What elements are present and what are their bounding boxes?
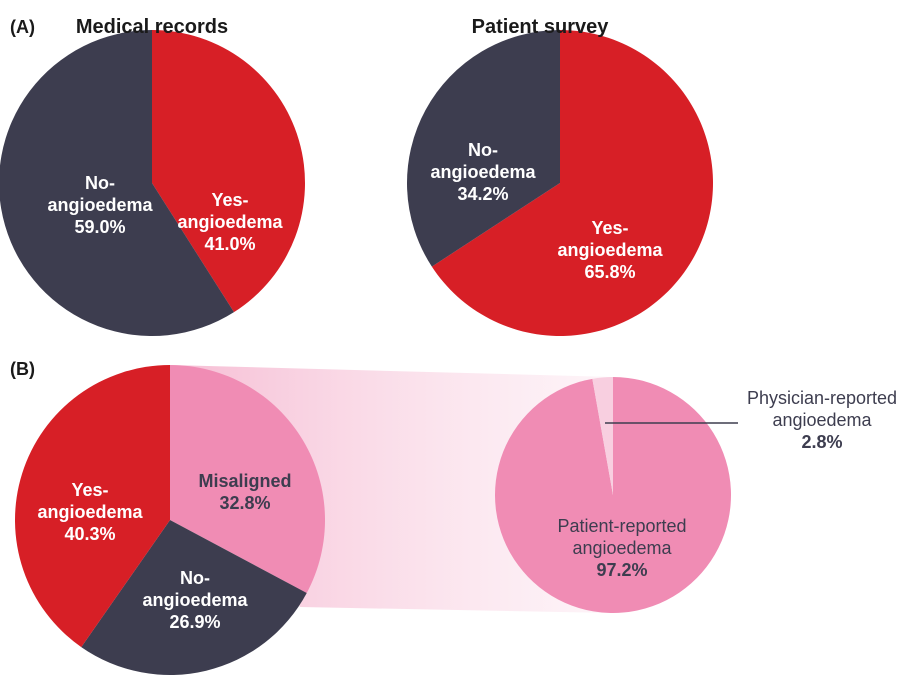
value-label: 97.2% (596, 560, 648, 580)
slice-label: Yes-angioedema 40.3% (30, 479, 150, 545)
value-label: 40.3% (64, 524, 116, 544)
pie-slice (170, 364, 325, 593)
pie-slice (592, 377, 613, 495)
category-label: Yes-angioedema (177, 190, 283, 232)
slice-label: No-angioedema 34.2% (423, 139, 543, 205)
pie-slice (152, 30, 305, 313)
chart-title: Patient survey (471, 16, 609, 38)
category-label: Patient-reported angioedema (557, 516, 687, 558)
slice-label: Yes-angioedema 65.8% (550, 217, 670, 283)
slice-label: No-angioedema 26.9% (135, 567, 255, 633)
value-label: 26.9% (169, 612, 221, 632)
slice-label: Misaligned 32.8% (180, 470, 310, 514)
pie-slice (431, 30, 714, 336)
value-label: 59.0% (74, 217, 126, 237)
value-label: 32.8% (219, 493, 271, 513)
value-label: 34.2% (457, 184, 509, 204)
panel-label: (A) (10, 17, 35, 37)
slice-label: Physician-reported angioedema 2.8% (727, 387, 914, 453)
chart-title: Medical records (75, 16, 229, 38)
slice-label: No-angioedema 59.0% (40, 172, 160, 238)
category-label: No-angioedema (142, 568, 248, 610)
value-label: 2.8% (801, 432, 843, 452)
pie-slice (407, 30, 560, 267)
category-label: No-angioedema (47, 173, 153, 215)
slice-label: Yes-angioedema 41.0% (170, 189, 290, 255)
category-label: No-angioedema (430, 140, 536, 182)
value-label: 41.0% (204, 234, 256, 254)
slice-label: Patient-reported angioedema 97.2% (542, 515, 702, 581)
pie-slice (14, 365, 170, 648)
pie-slice (81, 520, 307, 675)
category-label: Yes-angioedema (37, 480, 143, 522)
value-label: 65.8% (584, 262, 636, 282)
category-label: Physician-reported angioedema (746, 388, 898, 430)
category-label: Yes-angioedema (557, 218, 663, 260)
category-label: Misaligned (198, 471, 292, 491)
panel-label: (B) (10, 359, 35, 379)
pie-slice (0, 30, 234, 336)
